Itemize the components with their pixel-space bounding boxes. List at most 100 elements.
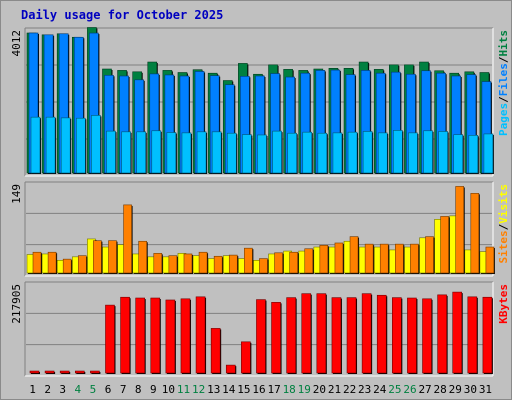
bar-sites-day-8-body — [138, 240, 147, 274]
bar-sites-day-22 — [349, 236, 360, 274]
bar-kbytes-day-7-body — [120, 296, 130, 374]
bar-pages-day-8 — [136, 131, 147, 174]
panel-kbytes: 217905 KBytes — [10, 281, 510, 377]
bar-kbytes-day-12 — [195, 296, 207, 374]
bar-kbytes-day-6-body — [105, 304, 115, 374]
bar-kbytes-day-20 — [316, 293, 327, 374]
bar-kbytes-day-1 — [29, 370, 40, 374]
x-label-day-6: 6 — [105, 383, 112, 396]
bar-kbytes-day-9-body — [150, 297, 161, 374]
x-axis-labels: 1 2 3 4 5 6 7 8 9 10 11 12 13 14 15 16 17 18 19 20 21 22 23 24 2… — [29, 383, 492, 396]
bar-pages-day-20-body — [317, 132, 328, 174]
bar-pages-day-27-body — [423, 130, 433, 174]
x-label-day-2: 2 — [44, 383, 51, 396]
bar-kbytes-day-20-body — [316, 293, 327, 374]
bar-sites-day-30-body — [470, 193, 480, 274]
x-label-day-12: 12 — [192, 383, 205, 396]
bar-kbytes-day-16-body — [256, 299, 266, 374]
bar-pages-day-16 — [257, 134, 268, 174]
bar-sites-day-22-body — [349, 236, 359, 274]
bar-sites-day-24-body — [379, 243, 389, 274]
bar-kbytes-day-13-body — [210, 328, 221, 374]
legend-item: Pages — [497, 103, 510, 136]
bar-kbytes-day-10 — [165, 299, 176, 374]
bar-sites-day-29 — [455, 186, 465, 274]
bar-kbytes-day-8-body — [135, 297, 145, 374]
bar-sites-day-12 — [198, 251, 209, 274]
bar-pages-day-19-body — [302, 131, 313, 174]
x-label-day-9: 9 — [150, 383, 157, 396]
bar-kbytes-day-25 — [392, 297, 403, 374]
bar-sites-day-23-body — [364, 243, 374, 274]
bar-sites-day-20 — [319, 244, 329, 274]
bar-kbytes-day-29-body — [452, 291, 463, 374]
bar-pages-day-13 — [211, 131, 223, 174]
bar-pages-day-3-body — [60, 117, 71, 174]
bar-kbytes-day-26 — [407, 297, 418, 374]
chart-panels: 4012Pages/Files/Hits149Sites/Visits21790… — [10, 27, 510, 377]
bar-sites-day-4-body — [77, 255, 87, 274]
bar-pages-day-14-body — [226, 132, 237, 174]
x-label-day-4: 4 — [75, 383, 82, 396]
x-label-day-31: 31 — [479, 383, 492, 396]
bar-kbytes-day-30 — [467, 296, 478, 374]
x-label-day-19: 19 — [298, 383, 311, 396]
bar-pages-day-15 — [242, 134, 253, 174]
bar-sites-day-11-body — [183, 253, 193, 274]
bar-pages-day-11 — [181, 132, 192, 174]
bar-sites-day-3-body — [62, 258, 72, 274]
bar-sites-day-17-body — [274, 252, 283, 274]
y-max-label: 217905 — [10, 284, 23, 324]
bar-pages-day-25-body — [393, 130, 403, 174]
bar-kbytes-day-8 — [135, 297, 146, 374]
bar-pages-day-25 — [393, 130, 404, 174]
bar-kbytes-day-30-body — [467, 296, 478, 374]
bar-sites-day-16-body — [259, 258, 268, 274]
bar-pages-day-1 — [30, 116, 41, 174]
bar-kbytes-day-5 — [90, 370, 101, 374]
bar-pages-day-6 — [106, 130, 117, 174]
side-legend-kbytes: KBytes — [497, 284, 510, 324]
bar-sites-day-7-body — [123, 204, 132, 274]
bar-kbytes-day-19-body — [301, 293, 312, 374]
bar-pages-day-29 — [453, 134, 464, 174]
side-legend-visits-sites: Sites/Visits — [497, 184, 510, 264]
bar-pages-day-28-body — [438, 131, 448, 174]
legend-item: KBytes — [497, 284, 510, 324]
bar-kbytes-day-14 — [225, 364, 237, 374]
bar-kbytes-day-22-body — [346, 297, 357, 374]
bar-pages-day-18 — [287, 132, 298, 174]
legend-item: / — [497, 96, 510, 103]
bar-sites-day-19 — [304, 248, 314, 274]
x-label-day-10: 10 — [162, 383, 175, 396]
bar-pages-day-29-body — [453, 134, 464, 174]
bar-pages-day-9-body — [151, 130, 162, 174]
y-max-label: 149 — [10, 184, 23, 204]
bar-sites-day-9-body — [153, 253, 163, 274]
bar-pages-day-23-body — [362, 131, 373, 174]
bar-pages-day-23 — [362, 131, 374, 174]
bar-kbytes-day-15 — [241, 341, 252, 374]
bar-kbytes-day-3 — [59, 370, 71, 374]
bar-kbytes-day-17 — [271, 302, 282, 374]
bar-pages-day-26 — [408, 132, 419, 174]
bar-kbytes-day-28-body — [437, 294, 447, 374]
x-label-day-18: 18 — [283, 383, 296, 396]
bar-pages-day-20 — [317, 132, 328, 174]
bar-sites-day-12-body — [198, 251, 208, 274]
bar-pages-day-5 — [91, 115, 102, 174]
bar-kbytes-day-28 — [437, 294, 448, 374]
bar-sites-day-18-body — [289, 251, 298, 274]
bar-kbytes-day-29 — [452, 291, 463, 374]
bar-sites-day-24 — [379, 243, 390, 274]
bar-pages-day-14 — [226, 132, 238, 174]
x-label-day-16: 16 — [252, 383, 265, 396]
bar-pages-day-13-body — [211, 131, 222, 174]
x-label-day-5: 5 — [90, 383, 97, 396]
bar-kbytes-day-26-body — [407, 297, 417, 374]
bar-kbytes-day-23-body — [361, 293, 372, 374]
bar-kbytes-day-2 — [44, 370, 56, 374]
bar-sites-day-27-body — [425, 236, 434, 274]
bar-kbytes-day-6 — [105, 304, 116, 374]
